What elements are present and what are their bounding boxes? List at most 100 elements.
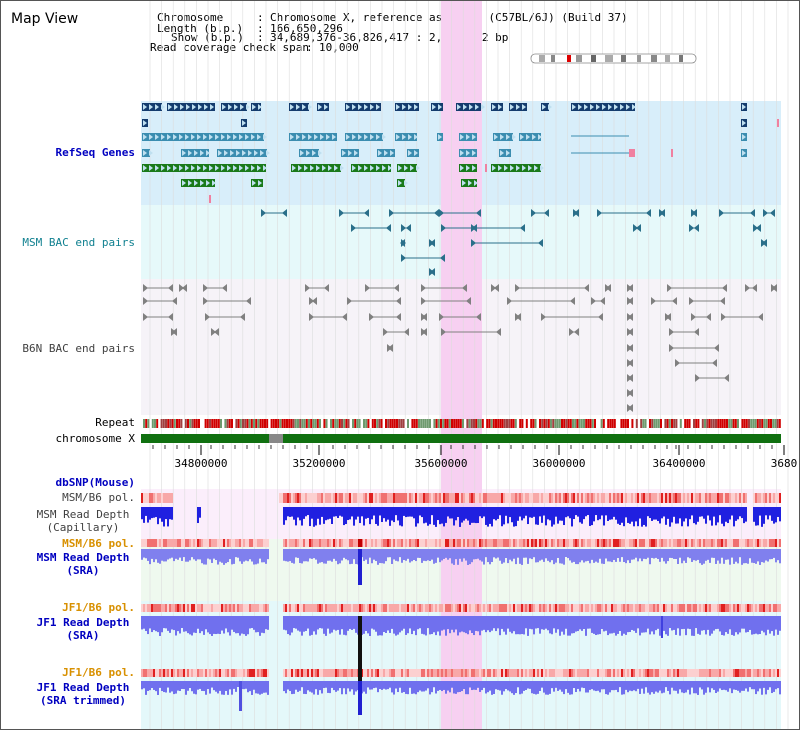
repeat-mark <box>499 419 502 428</box>
msm-capillary-depth <box>677 507 679 524</box>
jf1-sra-depth <box>409 616 411 629</box>
jf1-sra-depth <box>595 616 597 636</box>
repeat-mark <box>206 419 209 428</box>
msm-pol-sra <box>623 539 625 547</box>
msm-capillary-depth <box>429 507 431 525</box>
jf1-pol-2 <box>399 669 401 677</box>
msm-sra-depth <box>213 549 215 559</box>
msm-capillary-depth <box>585 507 587 517</box>
msm-capillary-depth <box>645 507 647 527</box>
msm-capillary-depth <box>539 507 541 517</box>
msm-sra-depth <box>741 549 743 565</box>
repeat-mark <box>279 419 282 428</box>
jf1-pol-1 <box>141 604 143 612</box>
msm-pol-capillary <box>601 493 603 503</box>
jf1-pol-2 <box>265 669 267 677</box>
jf1-pol-2 <box>283 669 285 677</box>
repeat-mark <box>743 419 746 428</box>
msm-sra-depth <box>619 549 621 562</box>
msm-capillary-depth <box>559 507 561 521</box>
jf1-pol-2 <box>229 669 231 677</box>
jf1-sra-depth <box>313 616 315 632</box>
jf1-pol-2 <box>251 669 253 677</box>
msm-pol-sra <box>383 539 385 547</box>
msm-capillary-depth <box>513 507 515 527</box>
msm-pol-capillary <box>293 493 295 503</box>
repeat-mark <box>473 419 475 428</box>
msm-capillary-depth <box>561 507 563 521</box>
repeat-mark <box>578 419 581 428</box>
msm-capillary-depth <box>391 507 393 521</box>
gene <box>395 103 419 111</box>
msm-pol-capillary <box>417 493 419 503</box>
repeat-mark <box>435 419 438 428</box>
jf1-sra-depth <box>425 616 427 636</box>
repeat-mark <box>679 419 682 428</box>
jf1-trimmed-depth <box>571 681 573 695</box>
repeat-mark <box>191 419 194 428</box>
jf1-trimmed-depth <box>627 681 629 693</box>
repeat-mark <box>420 419 423 428</box>
msm-pol-capillary <box>587 493 589 503</box>
msm-bac-pair-end <box>364 209 369 217</box>
jf1-trimmed-depth <box>775 681 777 690</box>
jf1-trimmed-depth <box>757 681 759 692</box>
msm-capillary-depth <box>407 507 409 517</box>
jf1-sra-depth <box>463 616 465 633</box>
msm-pol-capillary <box>489 493 491 503</box>
msm-sra-depth <box>319 549 321 563</box>
msm-pol-sra <box>429 539 431 547</box>
jf1-sra-depth <box>427 616 429 629</box>
jf1-pol-1 <box>389 604 391 612</box>
jf1-pol-2 <box>693 669 695 677</box>
gene-arrow <box>520 134 524 140</box>
repeat-mark <box>411 419 414 428</box>
gene-arrow <box>221 165 225 171</box>
jf1-sra-depth <box>467 616 469 635</box>
msm-capillary-depth <box>643 507 645 525</box>
jf1-sra-depth <box>141 616 143 630</box>
msm-sra-depth <box>433 549 435 564</box>
repeat-mark <box>561 419 563 428</box>
jf1-trimmed-depth <box>675 681 677 691</box>
msm-pol-sra <box>457 539 459 547</box>
jf1-trimmed-depth <box>541 681 543 688</box>
jf1-pol-2 <box>169 669 171 677</box>
msm-pol-sra <box>453 539 455 547</box>
msm-sra-depth <box>229 549 231 560</box>
msm-capillary-depth <box>439 507 441 525</box>
msm-capillary-depth <box>459 507 461 527</box>
jf1-pol-2 <box>475 669 477 677</box>
msm-capillary-depth <box>707 507 709 516</box>
msm-pol-sra <box>587 539 589 547</box>
msm-capillary-depth <box>515 507 517 527</box>
jf1-pol-2 <box>725 669 727 677</box>
gene-arrow <box>239 134 243 140</box>
jf1-pol-1 <box>255 604 257 612</box>
repeat-mark <box>440 419 442 428</box>
msm-pol-sra <box>245 539 247 547</box>
jf1-trimmed-depth <box>263 681 265 693</box>
jf1-sra-depth <box>187 616 189 634</box>
jf1-trimmed-depth <box>433 681 435 688</box>
msm-pol-capillary <box>377 493 379 503</box>
jf1-trimmed-depth <box>589 681 591 690</box>
repeat-mark <box>642 419 645 428</box>
jf1-pol-1 <box>507 604 509 612</box>
jf1-pol-1 <box>525 604 527 612</box>
jf1-pol-2 <box>317 669 319 677</box>
jf1-pol-1 <box>695 604 697 612</box>
msm-pol-sra <box>579 539 581 547</box>
msm-sra-depth <box>443 549 445 559</box>
jf1-sra-depth <box>663 616 665 631</box>
jf1-pol-1 <box>481 604 483 612</box>
jf1-sra-depth <box>389 616 391 633</box>
msm-pol-capillary <box>321 493 323 503</box>
jf1-trimmed-depth <box>311 681 313 693</box>
msm-pol-sra <box>631 539 633 547</box>
jf1-pol-2 <box>507 669 509 677</box>
msm-capillary-depth <box>467 507 469 521</box>
track-label-msm-pol-2: MSM/B6 pol. <box>62 537 135 550</box>
msm-pol-sra <box>747 539 749 547</box>
